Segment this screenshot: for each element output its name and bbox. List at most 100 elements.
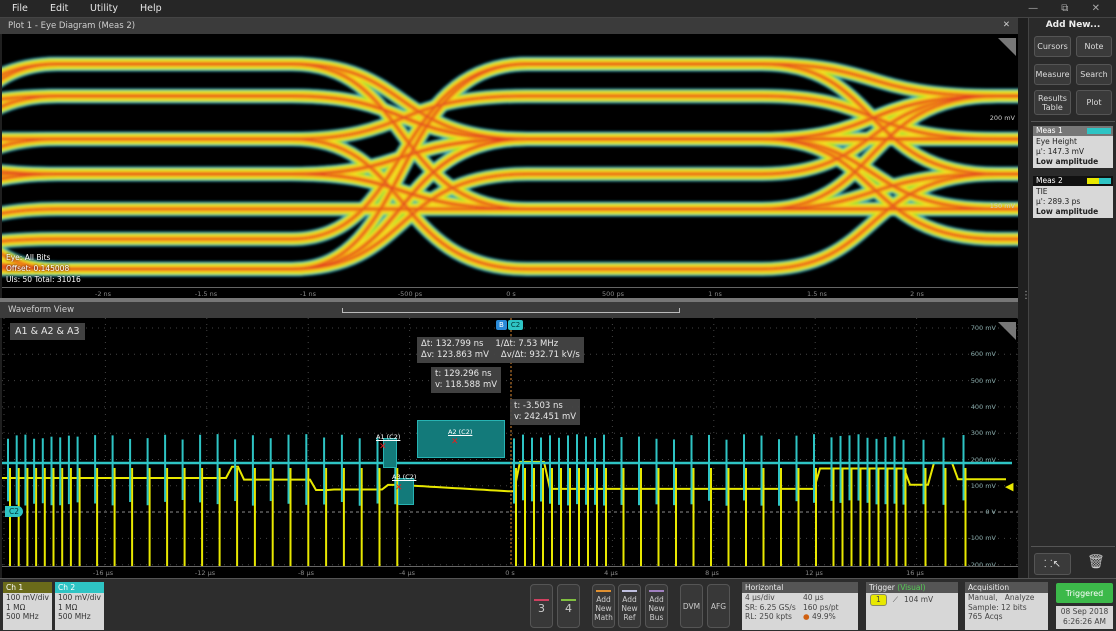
ch2-bandwidth: 500 MHz [58, 612, 91, 621]
meas-1-status: Low amplitude [1036, 157, 1099, 166]
wf-y-label: 0 V [985, 508, 996, 517]
wf-x-tick: -4 µs [398, 569, 416, 577]
menu-bar: File Edit Utility Help — ⧉ ✕ [0, 0, 1116, 18]
channel-3-button[interactable]: 3 [530, 584, 553, 628]
channel-2-offset-marker[interactable]: C2 [5, 506, 24, 517]
eye-plot-title: Plot 1 - Eye Diagram (Meas 2) [8, 21, 136, 31]
eye-x-tick: 0 s [506, 290, 516, 298]
note-button[interactable]: Note [1076, 36, 1112, 57]
search-zone-a1[interactable] [383, 438, 397, 468]
run-stop-status[interactable]: Triggered [1056, 583, 1113, 603]
acq-sample: Sample: 12 bits [968, 602, 1027, 612]
record-length: RL: 250 kpts [745, 612, 792, 621]
waveform-plot: A1 & A2 & A3 B C2 Δt: 132.799 ns 1/Δt: 7.… [2, 318, 1019, 580]
meas-1-value: µ': 147.3 mV [1036, 147, 1085, 156]
cursor-b-voltage: v: 242.451 mV [514, 412, 577, 422]
eye-y-label: 200 mV [989, 114, 1015, 122]
panel-resize-handle[interactable]: ⋮ [1021, 290, 1031, 301]
zone-label-a3: A3 (C2) [392, 473, 417, 481]
add-new-bus-button[interactable]: Add New Bus [645, 584, 668, 628]
afg-button[interactable]: AFG [707, 584, 730, 628]
eye-y-label: 150 mV [989, 202, 1015, 210]
wf-x-tick: -12 µs [194, 569, 216, 577]
add-new-math-button[interactable]: Add New Math [592, 584, 615, 628]
trigger-mode: (Visual) [897, 583, 926, 592]
wf-y-label: -100 mV [968, 534, 996, 543]
channel-4-button[interactable]: 4 [557, 584, 580, 628]
ch2-impedance: 1 MΩ [58, 602, 78, 612]
trigger-level-arrow-icon[interactable]: ◀ [1005, 480, 1014, 493]
menu-utility[interactable]: Utility [90, 3, 118, 14]
meas-2-badge[interactable]: Meas 2 TIE µ': 289.3 ps Low amplitude [1033, 176, 1113, 218]
dvm-button[interactable]: DVM [680, 584, 703, 628]
trigger-level: 104 mV [904, 595, 934, 604]
search-zone-a3[interactable] [398, 478, 414, 505]
trash-icon[interactable]: 🗑 [1087, 554, 1105, 570]
cursor-badge-b[interactable]: B [496, 320, 507, 330]
cursor-badge-c2[interactable]: C2 [507, 320, 524, 330]
add-ref-label: Add New Ref [621, 595, 638, 622]
trigger-source: 1 [870, 594, 887, 606]
ch1-bandwidth: 500 MHz [6, 612, 39, 621]
sample-rate: SR: 6.25 GS/s [745, 602, 796, 612]
eye-x-tick: 1.5 ns [807, 290, 827, 298]
ch2-scale: 100 mV/div [58, 593, 101, 602]
delta-v: Δv: 123.863 mV [421, 350, 489, 360]
zone-delete-icon[interactable]: ✕ [451, 437, 459, 447]
meas-2-type: TIE [1036, 187, 1048, 196]
eye-x-tick: -1 ns [299, 290, 317, 298]
menu-edit[interactable]: Edit [50, 3, 69, 14]
zoom-corner-icon[interactable] [998, 322, 1016, 340]
measure-button[interactable]: Measure [1034, 64, 1071, 85]
splitter[interactable] [0, 298, 1018, 302]
horizontal-scale: 4 µs/div [745, 593, 775, 602]
meas-2-value: µ': 289.3 ps [1036, 197, 1081, 206]
channel-2-badge[interactable]: Ch 2 100 mV/div 1 MΩ 500 MHz [55, 582, 104, 630]
wf-x-tick: -16 µs [92, 569, 114, 577]
zoom-corner-icon[interactable] [998, 38, 1016, 56]
wf-x-tick: 4 µs [604, 569, 618, 577]
wf-y-label: -200 mV [968, 560, 996, 569]
eye-diagram: 200 mV 150 mV Eye: All Bits Offset: 0.14… [0, 34, 1116, 287]
divider [1031, 546, 1115, 547]
trigger-badge[interactable]: Trigger (Visual) 1 ⟋ 104 mV [866, 582, 958, 630]
cursors-button[interactable]: Cursors [1034, 36, 1071, 57]
ch3-label: 3 [538, 602, 545, 615]
add-new-ref-button[interactable]: Add New Ref [618, 584, 641, 628]
meas-1-badge[interactable]: Meas 1 Eye Height µ': 147.3 mV Low ampli… [1033, 126, 1113, 168]
channel-badge [1087, 128, 1111, 134]
date-time[interactable]: 08 Sep 2018 6:26:26 AM [1056, 606, 1113, 629]
eye-x-tick: 1 ns [708, 290, 722, 298]
zone-delete-icon[interactable]: ✕ [395, 483, 403, 493]
acquisition-badge[interactable]: Acquisition Manual, Analyze Sample: 12 b… [965, 582, 1048, 630]
search-button[interactable]: Search [1076, 64, 1112, 85]
cursor-a-voltage: v: 118.588 mV [435, 380, 498, 390]
add-new-heading: Add New... [1045, 20, 1101, 30]
wf-x-tick: 16 µs [906, 569, 924, 577]
search-zone-a2[interactable] [417, 420, 505, 458]
trigger-title: Trigger [869, 583, 895, 592]
search-label[interactable]: A1 & A2 & A3 [10, 323, 85, 340]
ch1-impedance: 1 MΩ [6, 602, 26, 612]
zone-delete-icon[interactable]: ✕ [379, 442, 387, 452]
meas-2-header: Meas 2 [1033, 176, 1113, 186]
eye-info: Eye: All Bits Offset: 0.145008 UIs: 50 T… [6, 252, 81, 285]
horizontal-badge[interactable]: Horizontal 4 µs/div 40 µs SR: 6.25 GS/s 16… [742, 582, 858, 630]
menu-help[interactable]: Help [140, 3, 162, 14]
wf-x-tick: 8 µs [705, 569, 719, 577]
wf-y-label: 200 mV [970, 455, 996, 464]
results-table-button[interactable]: Results Table [1034, 90, 1071, 115]
window-controls[interactable]: — ⧉ ✕ [1028, 3, 1110, 14]
horizontal-duration: 40 µs [803, 593, 824, 602]
wf-y-label: 700 mV [970, 324, 996, 332]
zoom-overview-bracket[interactable] [342, 308, 680, 313]
plot-button[interactable]: Plot [1076, 90, 1112, 115]
cursor-badges[interactable]: B C2 [496, 320, 524, 330]
menu-file[interactable]: File [12, 3, 28, 14]
wf-x-tick: -8 µs [297, 569, 315, 577]
close-icon[interactable]: ✕ [1002, 20, 1010, 30]
meas-1-header: Meas 1 [1033, 126, 1113, 136]
drag-select-icon[interactable]: ⸬↖ [1034, 553, 1071, 575]
acq-count: 765 Acqs [968, 612, 1003, 621]
channel-1-badge[interactable]: Ch 1 100 mV/div 1 MΩ 500 MHz [3, 582, 52, 630]
